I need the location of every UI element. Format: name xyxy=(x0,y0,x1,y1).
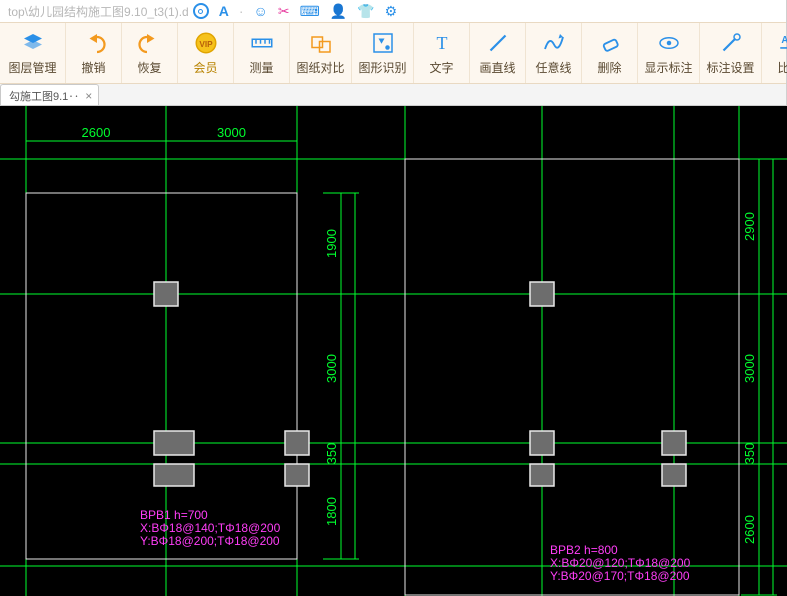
close-icon[interactable]: × xyxy=(85,89,92,103)
avatar-icon[interactable]: 👤 xyxy=(330,3,347,20)
svg-text:X:BΦ20@120;TΦ18@200: X:BΦ20@120;TΦ18@200 xyxy=(550,556,691,570)
compare-icon xyxy=(308,30,334,56)
tool-label: 文字 xyxy=(429,59,453,76)
tool-label: 比例 xyxy=(777,59,787,76)
svg-text:350: 350 xyxy=(324,443,339,465)
tool-label: 恢复 xyxy=(137,59,161,76)
tool-text[interactable]: T 文字 xyxy=(414,23,470,83)
tool-label: 显示标注 xyxy=(644,59,692,76)
tool-erase[interactable]: 删除 xyxy=(582,23,638,83)
svg-text:Y:BΦ18@200;TΦ18@200: Y:BΦ18@200;TΦ18@200 xyxy=(140,534,280,548)
svg-text:3000: 3000 xyxy=(217,125,246,140)
line-icon xyxy=(485,30,511,56)
svg-text:1800: 1800 xyxy=(324,497,339,526)
tool-markset[interactable]: 标注设置 xyxy=(700,23,762,83)
gear-icon[interactable]: ⚙ xyxy=(385,3,398,20)
vip-icon: VIP xyxy=(193,30,219,56)
title-bar: top\幼儿园结构施工图9.10_t3(1).d A · ☺ ✂ ⌨ 👤 👕 ⚙ xyxy=(0,0,786,22)
svg-text:VIP: VIP xyxy=(199,40,213,49)
tool-label: 标注设置 xyxy=(706,59,754,76)
svg-text:Y:BΦ20@170;TΦ18@200: Y:BΦ20@170;TΦ18@200 xyxy=(550,569,690,583)
svg-text:3000: 3000 xyxy=(742,354,757,383)
svg-text:2600: 2600 xyxy=(82,125,111,140)
user-circle-icon[interactable] xyxy=(193,3,209,19)
pen-gear-icon xyxy=(718,30,744,56)
keyboard-icon[interactable]: ⌨ xyxy=(300,3,320,20)
tool-label: 会员 xyxy=(193,59,217,76)
main-toolbar: 图层管理 撤销 恢复 VIP 会员 测量 xyxy=(0,22,786,84)
smile-icon[interactable]: ☺ xyxy=(254,3,268,19)
tool-label: 画直线 xyxy=(479,59,515,76)
tool-undo[interactable]: 撤销 xyxy=(66,23,122,83)
svg-text:2900: 2900 xyxy=(742,212,757,241)
svg-text:2600: 2600 xyxy=(742,515,757,544)
recognize-icon xyxy=(370,30,396,56)
file-path: top\幼儿园结构施工图9.10_t3(1).d xyxy=(8,3,189,20)
tool-layers[interactable]: 图层管理 xyxy=(0,23,66,83)
tool-label: 删除 xyxy=(597,59,621,76)
tool-compare[interactable]: 图纸对比 xyxy=(290,23,352,83)
measure-icon xyxy=(249,30,275,56)
freeline-icon xyxy=(541,30,567,56)
letter-a-icon[interactable]: A xyxy=(219,3,229,19)
tool-showmark[interactable]: 显示标注 xyxy=(638,23,700,83)
scale-icon: A:B xyxy=(777,30,787,56)
shirt-icon[interactable]: 👕 xyxy=(357,3,374,20)
tool-label: 图层管理 xyxy=(8,59,56,76)
tool-measure[interactable]: 测量 xyxy=(234,23,290,83)
tool-recognize[interactable]: 图形识别 xyxy=(352,23,414,83)
tab-file[interactable]: 勾施工图9.1‥ × xyxy=(0,84,99,105)
cad-svg: 2600 3000 1900 3000 350 1800 2900 3000 350 2600 BP… xyxy=(0,106,787,596)
svg-text:BPB2 h=800: BPB2 h=800 xyxy=(550,543,618,557)
undo-icon xyxy=(81,30,107,56)
erase-icon xyxy=(597,30,623,56)
tool-label: 测量 xyxy=(249,59,273,76)
tool-label: 撤销 xyxy=(81,59,105,76)
tool-vip[interactable]: VIP 会员 xyxy=(178,23,234,83)
svg-text:A:B: A:B xyxy=(781,35,787,46)
tool-label: 图形识别 xyxy=(358,59,406,76)
svg-text:1900: 1900 xyxy=(324,229,339,258)
layers-icon xyxy=(20,30,46,56)
tool-label: 图纸对比 xyxy=(296,59,344,76)
scissors-icon[interactable]: ✂ xyxy=(278,3,290,20)
svg-text:3000: 3000 xyxy=(324,354,339,383)
redo-icon xyxy=(137,30,163,56)
system-icons: A · ☺ ✂ ⌨ 👤 👕 ⚙ xyxy=(193,3,397,20)
svg-text:X:BΦ18@140;TΦ18@200: X:BΦ18@140;TΦ18@200 xyxy=(140,521,281,535)
eye-icon xyxy=(656,30,682,56)
drawing-canvas[interactable]: 2600 3000 1900 3000 350 1800 2900 3000 350 2600 BP… xyxy=(0,106,787,596)
svg-text:350: 350 xyxy=(742,443,757,465)
tool-redo[interactable]: 恢复 xyxy=(122,23,178,83)
tool-label: 任意线 xyxy=(535,59,571,76)
svg-text:BPB1 h=700: BPB1 h=700 xyxy=(140,508,208,522)
tool-line[interactable]: 画直线 xyxy=(470,23,526,83)
svg-text:T: T xyxy=(436,33,447,53)
text-icon: T xyxy=(429,30,455,56)
tool-scale[interactable]: A:B 比例 xyxy=(762,23,787,83)
tab-strip: 勾施工图9.1‥ × xyxy=(0,84,786,106)
tab-label: 勾施工图9.1‥ xyxy=(9,88,79,104)
tool-freeline[interactable]: 任意线 xyxy=(526,23,582,83)
separator-icon: · xyxy=(239,3,244,19)
